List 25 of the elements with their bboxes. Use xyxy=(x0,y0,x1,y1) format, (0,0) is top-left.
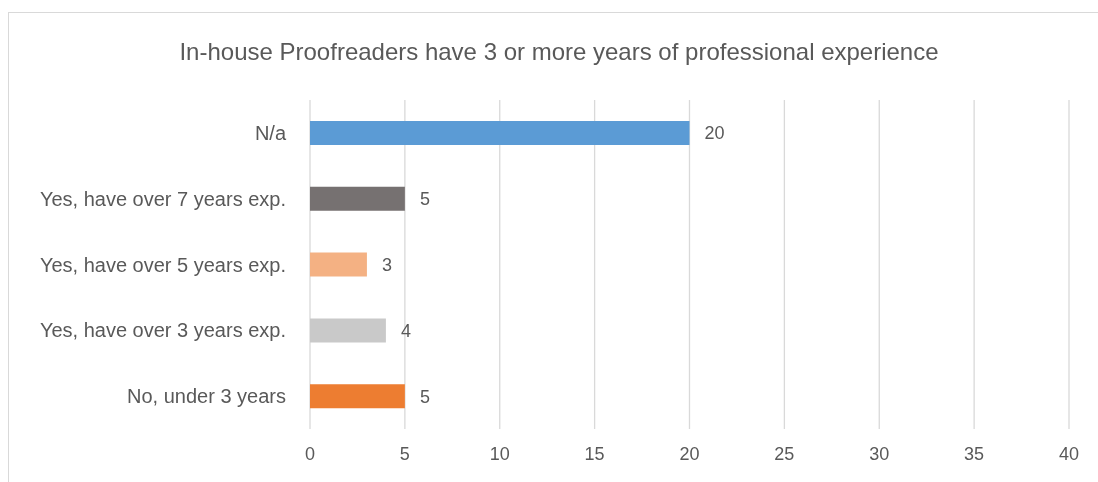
y-tick-label: No, under 3 years xyxy=(127,385,286,408)
y-tick-label: Yes, have over 5 years exp. xyxy=(39,253,286,276)
data-label: 5 xyxy=(419,189,430,210)
x-tick-label: 0 xyxy=(304,443,316,464)
x-tick-label: 30 xyxy=(869,443,890,464)
bar xyxy=(310,252,367,277)
x-tick-label: 35 xyxy=(964,443,985,464)
x-tick-label: 20 xyxy=(679,443,700,464)
data-label: 5 xyxy=(419,386,430,407)
chart-title: In-house Proofreaders have 3 or more years of professional experience xyxy=(178,38,940,66)
data-label: 4 xyxy=(400,320,411,341)
data-label: 20 xyxy=(704,123,725,144)
x-tick-label: 40 xyxy=(1058,443,1080,464)
x-tick-label: 10 xyxy=(489,443,510,464)
data-label: 3 xyxy=(381,254,392,275)
x-tick-label: 5 xyxy=(399,443,410,464)
y-tick-label: N/a xyxy=(254,122,287,144)
x-tick-label: 25 xyxy=(774,443,795,464)
bar xyxy=(310,121,690,145)
x-tick-label: 15 xyxy=(584,443,605,464)
bar xyxy=(310,384,405,409)
y-tick-label: Yes, have over 7 years exp. xyxy=(39,187,286,210)
y-tick-label: Yes, have over 3 years exp. xyxy=(39,319,286,342)
bar xyxy=(310,186,405,211)
bar xyxy=(310,318,386,343)
